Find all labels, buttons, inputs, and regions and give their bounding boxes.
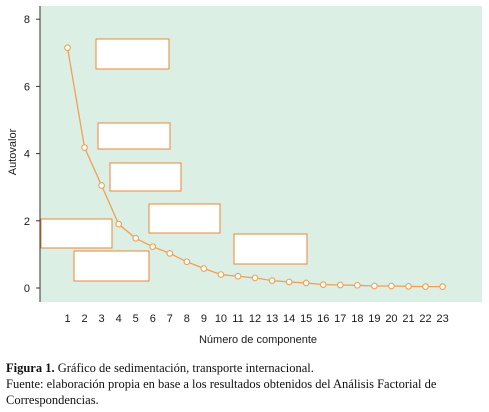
x-tick-label: 1 — [64, 313, 70, 325]
x-axis-ticks: 1 2 3 4 5 6 7 8 9 10 11 12 13 14 15 16 17 18 19 20 21 22 23 — [64, 313, 448, 325]
x-tick-label: 23 — [436, 313, 448, 325]
x-tick-label: 17 — [334, 313, 346, 325]
annotation-box — [95, 38, 170, 70]
y-tick-label: 8 — [24, 14, 30, 26]
data-point — [217, 271, 225, 278]
x-tick-label: 5 — [133, 313, 139, 325]
eigenvalue-points — [64, 44, 446, 291]
data-point — [268, 277, 276, 284]
x-tick-label: 20 — [385, 313, 397, 325]
data-point — [98, 182, 105, 189]
x-tick-label: 18 — [351, 313, 363, 325]
y-axis-ticks: 0 2 4 6 8 — [24, 14, 40, 295]
x-tick-label: 13 — [266, 313, 278, 325]
figure-title: Gráfico de sedimentación, transporte int… — [57, 361, 314, 375]
data-point — [132, 234, 140, 242]
x-tick-label: 8 — [184, 313, 190, 325]
data-point — [439, 283, 446, 291]
x-tick-label: 7 — [167, 313, 173, 325]
data-point — [422, 283, 429, 291]
x-tick-label: 11 — [232, 313, 243, 325]
figure-source: Fuente: elaboración propia en base a los… — [6, 377, 437, 407]
data-point — [354, 281, 361, 289]
data-point — [371, 282, 378, 290]
annotation-box — [73, 250, 150, 282]
annotation-box — [109, 162, 182, 192]
data-point — [302, 279, 310, 287]
data-point — [405, 282, 412, 290]
data-point — [251, 274, 259, 282]
data-point — [115, 220, 122, 228]
y-axis-title: Autovalor — [7, 128, 19, 175]
x-tick-label: 4 — [116, 313, 122, 325]
data-point — [81, 144, 88, 151]
x-tick-label: 2 — [81, 313, 87, 325]
annotation-box — [148, 203, 221, 234]
y-tick-label: 2 — [24, 216, 30, 228]
caption-title-line: Figura 1. Gráfico de sedimentación, tran… — [6, 360, 486, 376]
x-tick-label: 10 — [215, 313, 227, 325]
y-tick-label: 6 — [24, 81, 30, 93]
data-point — [319, 281, 327, 288]
data-point — [285, 278, 293, 286]
y-tick-label: 4 — [24, 149, 30, 161]
data-point — [64, 44, 71, 52]
x-tick-label: 9 — [201, 313, 207, 325]
x-tick-label: 15 — [300, 313, 312, 325]
x-tick-label: 14 — [283, 313, 295, 325]
x-tick-label: 21 — [402, 313, 414, 325]
annotation-box — [97, 122, 171, 150]
x-tick-label: 19 — [368, 313, 380, 325]
x-axis-title: Número de componente — [199, 334, 317, 346]
data-point — [200, 265, 208, 272]
x-tick-label: 12 — [249, 313, 261, 325]
data-point — [234, 272, 242, 280]
x-tick-label: 6 — [150, 313, 156, 325]
annotation-box — [233, 233, 308, 265]
data-point — [149, 243, 157, 251]
data-point — [166, 250, 174, 257]
y-tick-label: 0 — [24, 283, 30, 295]
figure-caption: Figura 1. Gráfico de sedimentación, tran… — [6, 360, 486, 408]
x-tick-label: 22 — [419, 313, 431, 325]
data-point — [183, 258, 191, 266]
x-tick-label: 3 — [99, 313, 105, 325]
figure-label: Figura 1. — [6, 361, 55, 375]
annotation-boxes — [40, 38, 308, 282]
data-point — [336, 281, 344, 289]
annotation-box — [40, 218, 113, 249]
data-point — [388, 282, 395, 290]
x-tick-label: 16 — [317, 313, 329, 325]
